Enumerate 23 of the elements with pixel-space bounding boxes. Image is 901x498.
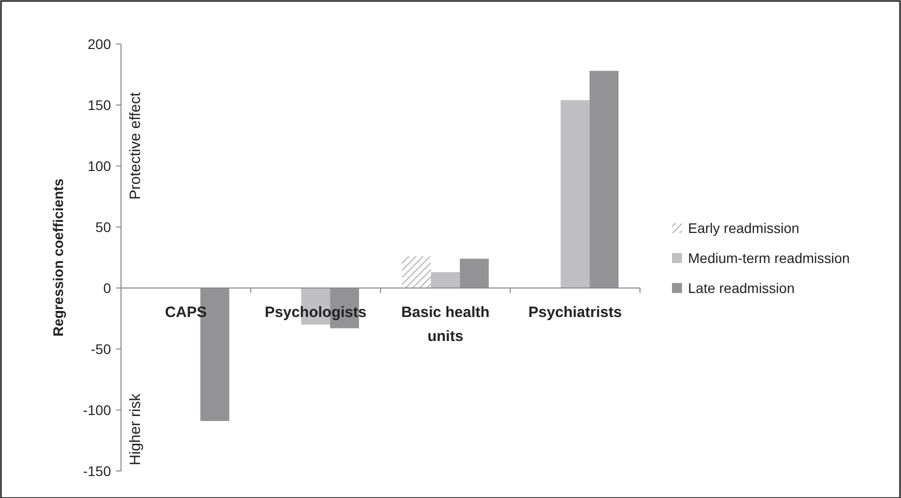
x-tick-label: CAPS <box>165 304 207 321</box>
x-tick-label: Psychiatrists <box>528 304 622 321</box>
legend-label: Late readmission <box>688 280 795 296</box>
y-tick-label: 150 <box>88 96 112 113</box>
y-tick-label: 200 <box>88 36 112 52</box>
x-tick-label: Basic health units <box>401 304 490 345</box>
bar <box>590 70 619 288</box>
x-tick-label: Psychologists <box>264 304 366 321</box>
bar <box>460 258 489 288</box>
y-tick-label: -50 <box>90 340 112 357</box>
y-tick-label: -150 <box>82 462 112 479</box>
y-axis-title: Regression coefficients <box>50 178 66 336</box>
bar <box>430 272 460 288</box>
y-tick-label: -100 <box>82 402 112 418</box>
annotation: Protective effect <box>127 92 144 200</box>
bar <box>560 100 590 288</box>
y-tick-label: 0 <box>103 280 112 296</box>
annotation: Higher risk <box>127 393 144 466</box>
legend-label: Early readmission <box>688 220 800 236</box>
legend-label: Medium-term readmission <box>688 250 850 266</box>
bar <box>402 256 431 288</box>
y-tick-label: 100 <box>88 158 112 174</box>
y-tick-label: 50 <box>95 218 112 235</box>
